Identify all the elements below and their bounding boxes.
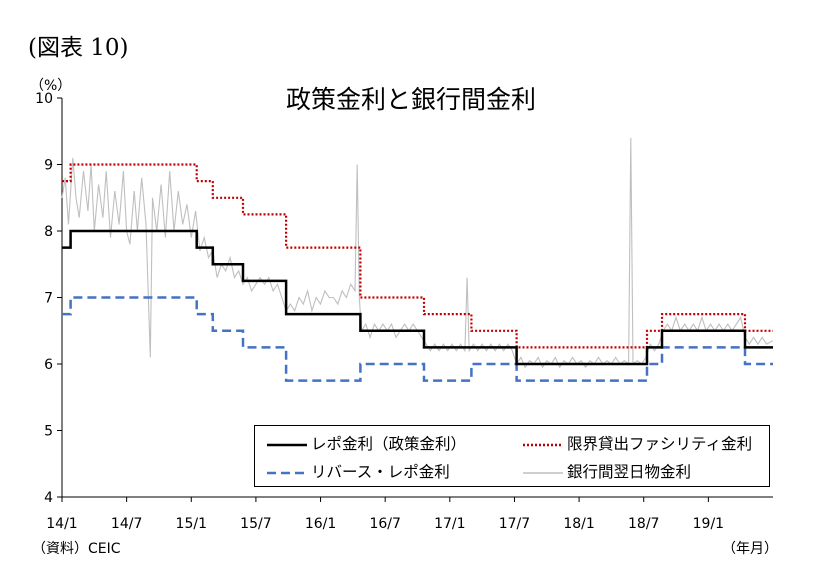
- y-tick-label: 9: [44, 158, 53, 174]
- x-tick-label: 14/1: [46, 516, 77, 532]
- legend-label-reverse-repo: リバース・レポ金利: [311, 463, 450, 481]
- series-layer: [61, 137, 774, 382]
- legend-swatch-repo: [267, 443, 307, 446]
- x-axis-unit: （年月）: [722, 541, 778, 557]
- x-tick-label: 17/1: [434, 516, 465, 532]
- chart-axes: 4 5 6 7 8 9 10 14/1 14/7 15/1 15/7 16/1 16/7 17/1 17/7…: [35, 91, 773, 532]
- y-tick-label: 8: [44, 224, 53, 240]
- x-tick-label: 18/7: [628, 516, 659, 532]
- x-tick-label: 16/7: [369, 516, 400, 532]
- legend-swatch-msf: [523, 443, 563, 446]
- x-tick-label: 14/7: [111, 516, 142, 532]
- source-note: （資料）CEIC: [32, 541, 121, 557]
- series-repo-line: [62, 229, 773, 366]
- y-tick-label: 7: [44, 291, 53, 307]
- legend: レポ金利（政策金利） 限界貸出ファシリティ金利 リバース・レポ金利 銀行間翌日物…: [254, 425, 770, 487]
- y-tick-label: 4: [44, 490, 53, 506]
- y-tick-label: 6: [44, 357, 53, 373]
- x-tick-label: 15/1: [176, 516, 207, 532]
- legend-label-interbank: 銀行間翌日物金利: [567, 463, 692, 481]
- legend-item-repo: レポ金利（政策金利）: [267, 432, 466, 454]
- legend-swatch-interbank: [523, 471, 563, 474]
- series-interbank-line: [61, 137, 774, 369]
- series-msf-line: [62, 163, 773, 349]
- legend-item-msf: 限界貸出ファシリティ金利: [523, 432, 752, 454]
- x-tick-label: 18/1: [563, 516, 594, 532]
- legend-item-interbank: 銀行間翌日物金利: [523, 460, 691, 482]
- figure-label: (図表 10): [28, 35, 129, 61]
- legend-label-msf: 限界貸出ファシリティ金利: [567, 435, 753, 453]
- series-reverse-repo-line: [62, 296, 773, 382]
- legend-swatch-reverse-repo: [267, 471, 307, 474]
- legend-item-reverse-repo: リバース・レポ金利: [267, 460, 450, 482]
- x-tick-label: 15/7: [240, 516, 271, 532]
- legend-label-repo: レポ金利（政策金利）: [311, 435, 467, 453]
- x-tick-label: 16/1: [305, 516, 336, 532]
- y-tick-label: 5: [44, 424, 53, 440]
- y-axis-unit: （%）: [30, 78, 71, 94]
- x-tick-label: 17/7: [499, 516, 530, 532]
- x-tick-label: 19/1: [693, 516, 724, 532]
- chart-title: 政策金利と銀行間金利: [285, 85, 536, 114]
- y-tick-label: 10: [35, 91, 53, 107]
